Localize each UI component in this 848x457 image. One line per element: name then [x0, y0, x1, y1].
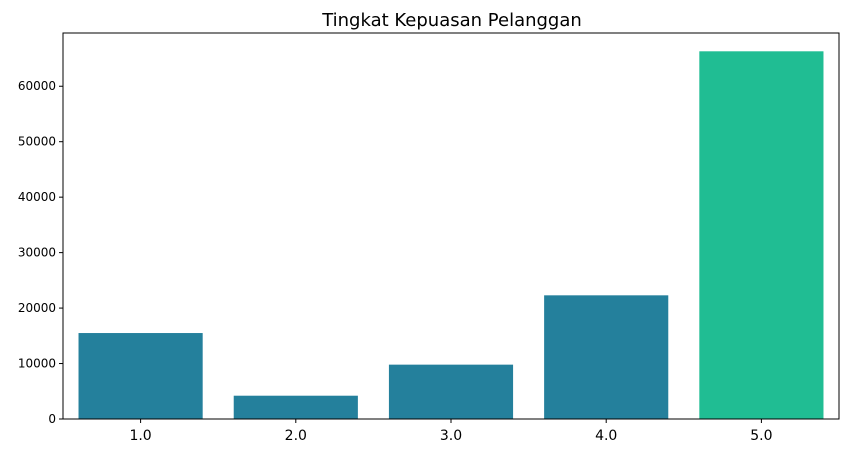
y-tick-label: 20000	[18, 301, 56, 315]
y-tick-label: 60000	[18, 79, 56, 93]
y-tick-label: 40000	[18, 190, 56, 204]
y-tick-label: 10000	[18, 357, 56, 371]
axes-frame	[62, 32, 840, 420]
x-axis-ticks: 1.0 2.0 3.0 4.0 5.0	[129, 419, 773, 444]
y-tick-label: 50000	[18, 135, 56, 149]
x-tick-label: 3.0	[440, 428, 462, 444]
y-axis-ticks: 0 10000 20000 30000 40000 50000 60000	[18, 79, 63, 426]
x-tick-label: 4.0	[595, 428, 617, 444]
y-tick-label: 0	[48, 412, 56, 426]
x-tick-label: 1.0	[129, 428, 151, 444]
y-tick-label: 30000	[18, 246, 56, 260]
bar-2.0	[233, 395, 358, 419]
bar-5.0	[699, 51, 824, 419]
bar-3.0	[388, 364, 514, 419]
bar-1.0	[78, 333, 203, 419]
bars-group	[78, 51, 824, 419]
chart-title: Tingkat Kepuasan Pelanggan	[321, 10, 582, 31]
x-tick-label: 2.0	[285, 428, 307, 444]
bar-4.0	[544, 295, 669, 419]
x-tick-label: 5.0	[750, 428, 772, 444]
